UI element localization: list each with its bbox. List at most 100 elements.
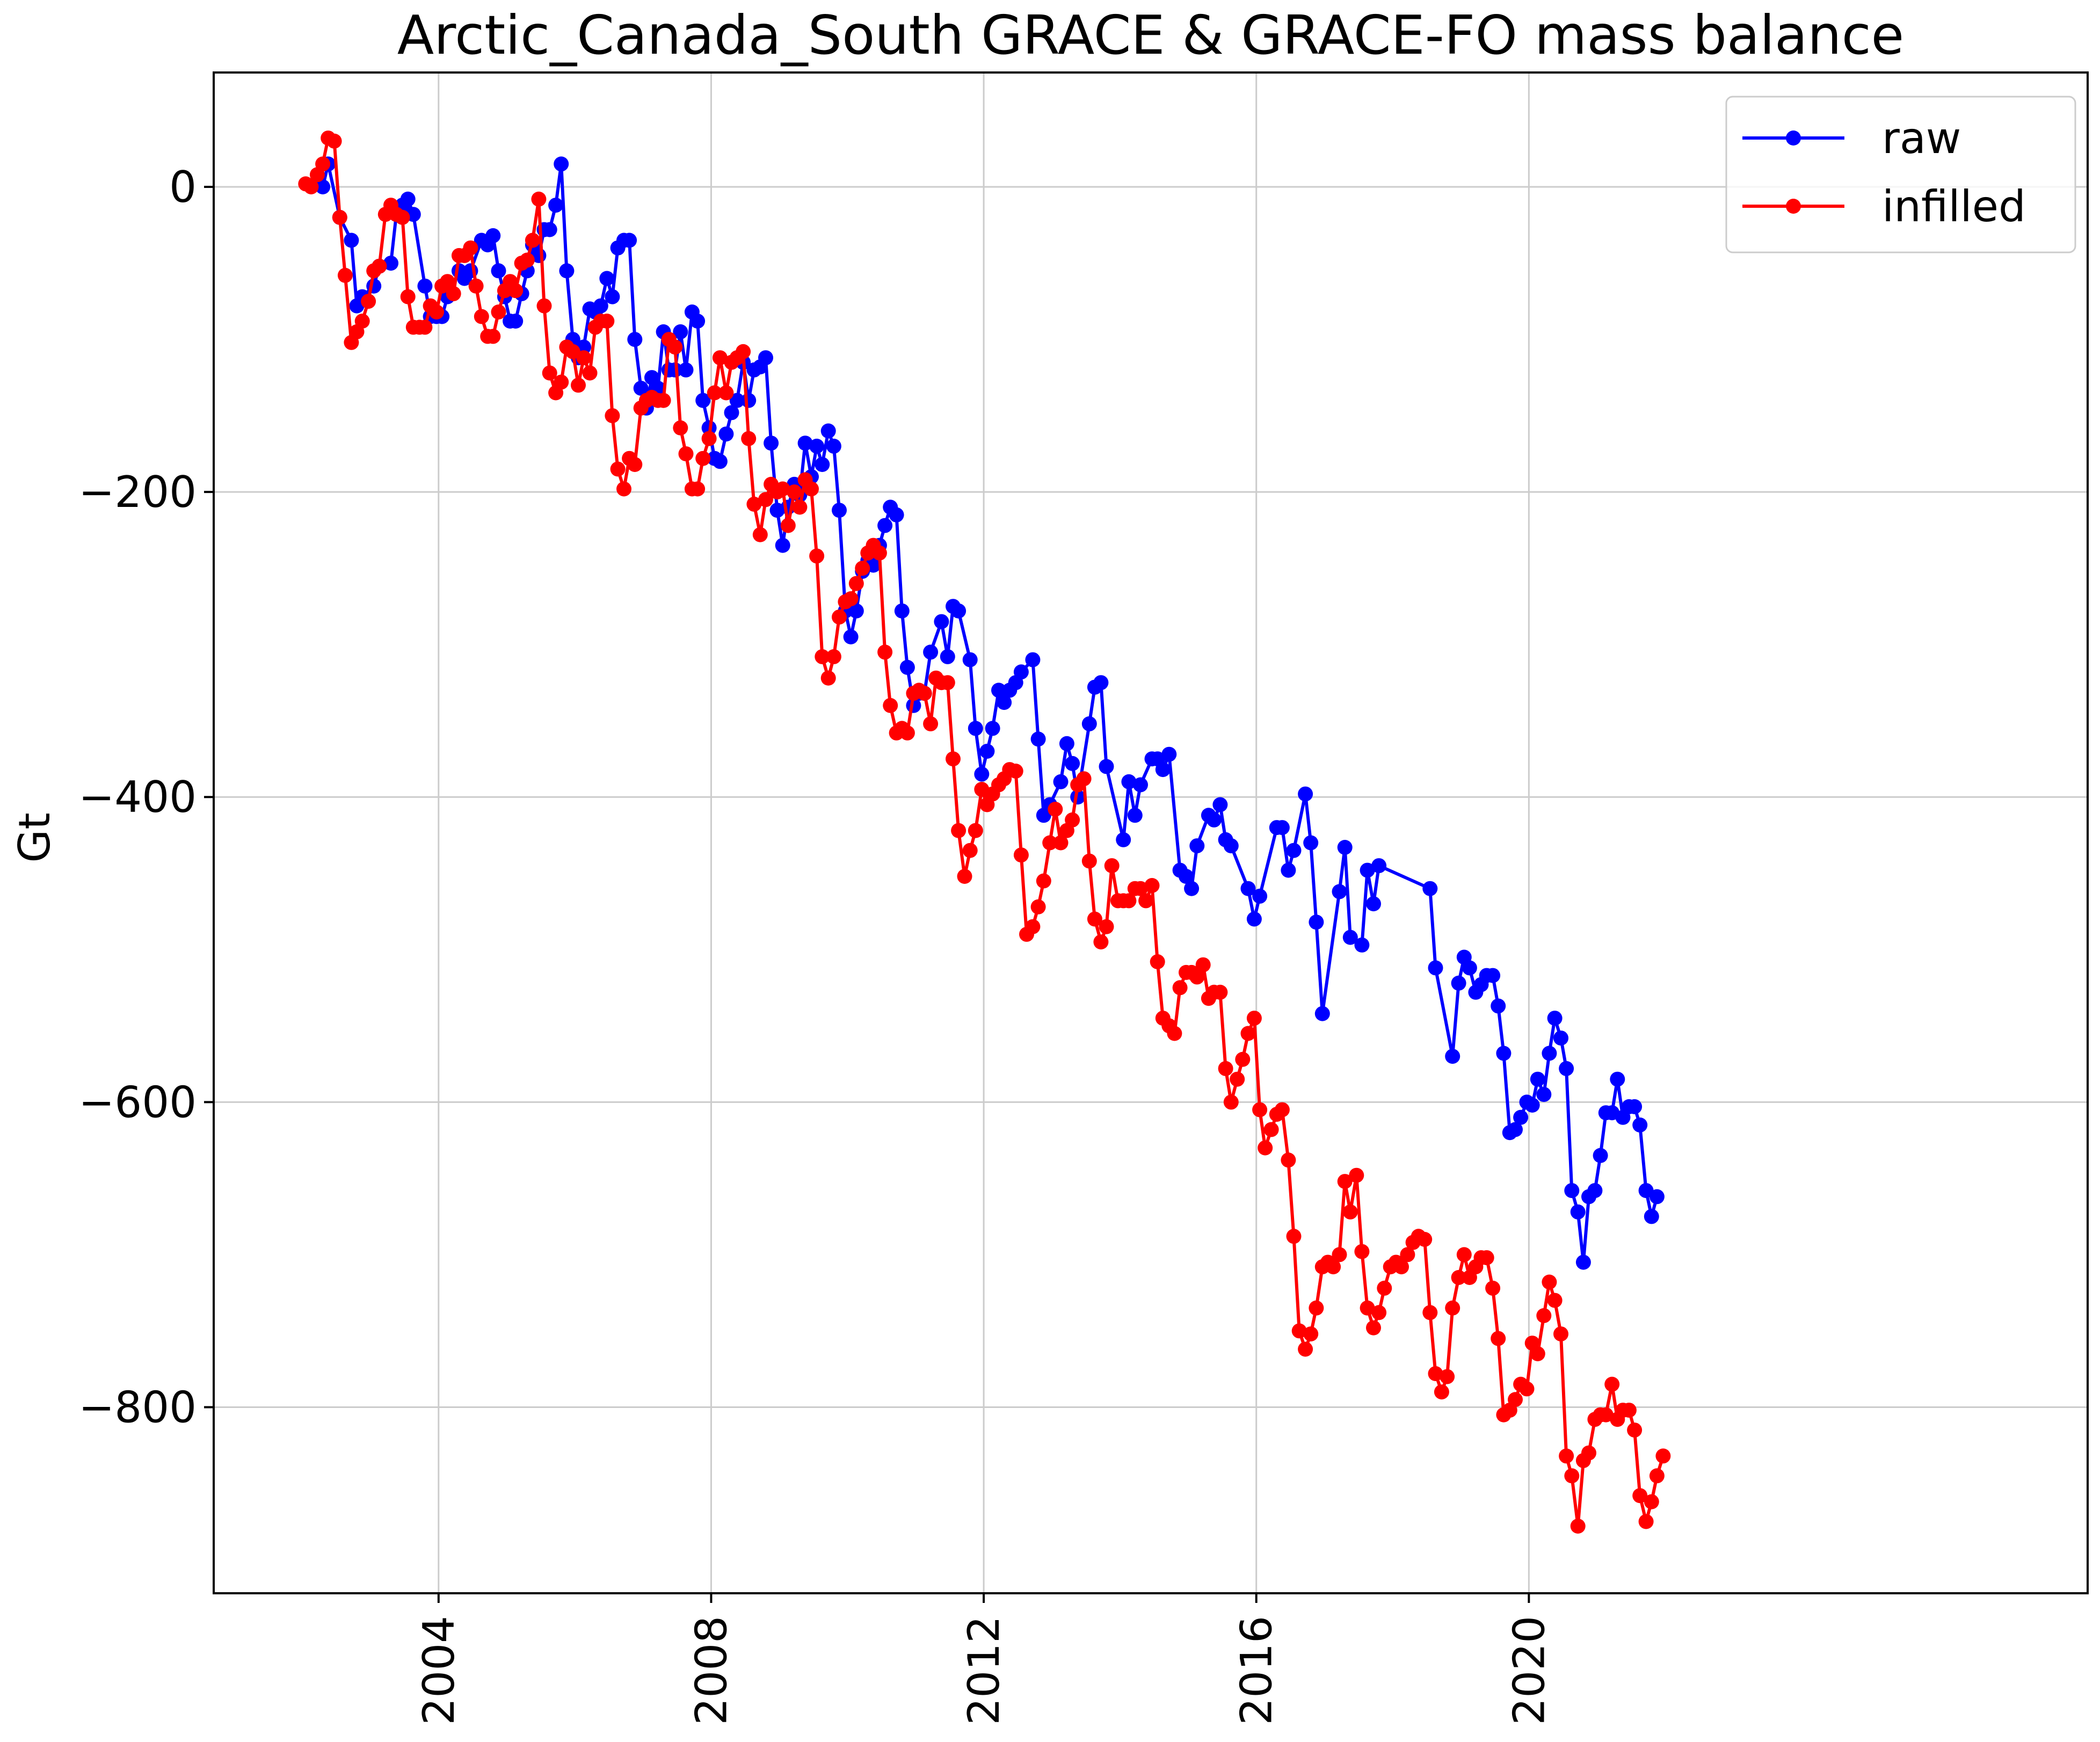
data-point-raw bbox=[889, 507, 904, 522]
data-point-raw bbox=[826, 438, 841, 454]
data-point-raw bbox=[1542, 1046, 1557, 1061]
data-point-raw bbox=[877, 518, 893, 533]
data-point-infilled bbox=[1479, 1250, 1494, 1266]
data-point-infilled bbox=[923, 716, 939, 731]
legend-box bbox=[1725, 96, 2076, 253]
data-point-infilled bbox=[571, 378, 586, 393]
data-point-raw bbox=[894, 603, 910, 619]
data-point-infilled bbox=[576, 350, 592, 366]
data-point-raw bbox=[1184, 881, 1200, 896]
data-point-infilled bbox=[946, 751, 961, 767]
data-point-raw bbox=[1513, 1109, 1529, 1125]
data-point-infilled bbox=[1144, 878, 1160, 893]
data-point-raw bbox=[1342, 930, 1358, 945]
data-point-raw bbox=[1286, 843, 1302, 858]
data-point-infilled bbox=[1434, 1384, 1449, 1400]
data-point-infilled bbox=[372, 258, 387, 274]
data-point-raw bbox=[1496, 1046, 1512, 1061]
data-point-raw bbox=[1025, 652, 1041, 667]
data-point-infilled bbox=[787, 484, 802, 500]
data-point-infilled bbox=[712, 350, 728, 366]
data-point-infilled bbox=[1104, 858, 1120, 874]
data-point-raw bbox=[1240, 881, 1256, 896]
data-point-infilled bbox=[1417, 1232, 1433, 1247]
data-point-raw bbox=[1371, 858, 1387, 874]
data-point-raw bbox=[758, 350, 773, 366]
data-point-raw bbox=[1207, 812, 1222, 828]
data-point-infilled bbox=[1542, 1274, 1557, 1290]
data-point-raw bbox=[383, 256, 398, 271]
data-point-infilled bbox=[1048, 802, 1063, 817]
legend-label-infilled: infilled bbox=[1882, 182, 2026, 231]
data-point-infilled bbox=[1121, 893, 1137, 909]
data-point-raw bbox=[695, 393, 711, 408]
data-point-infilled bbox=[758, 492, 773, 507]
data-point-infilled bbox=[1440, 1369, 1455, 1384]
data-point-infilled bbox=[820, 670, 836, 686]
data-point-raw bbox=[1274, 820, 1290, 836]
data-point-raw bbox=[542, 222, 557, 237]
data-point-infilled bbox=[474, 309, 489, 324]
data-point-raw bbox=[508, 314, 524, 329]
data-point-infilled bbox=[877, 644, 893, 660]
data-point-infilled bbox=[1326, 1259, 1341, 1275]
data-point-raw bbox=[934, 614, 949, 629]
data-point-infilled bbox=[463, 240, 478, 256]
data-point-infilled bbox=[582, 365, 598, 381]
data-point-raw bbox=[979, 744, 995, 759]
data-point-infilled bbox=[1099, 919, 1114, 934]
data-point-infilled bbox=[780, 518, 796, 533]
data-point-infilled bbox=[315, 156, 331, 172]
data-point-raw bbox=[1632, 1117, 1648, 1133]
data-point-infilled bbox=[899, 725, 915, 741]
data-point-raw bbox=[1451, 975, 1466, 991]
data-point-infilled bbox=[1456, 1247, 1472, 1262]
data-point-raw bbox=[1303, 835, 1319, 851]
data-point-raw bbox=[678, 362, 694, 378]
data-point-infilled bbox=[1649, 1468, 1665, 1484]
data-point-raw bbox=[974, 766, 990, 782]
data-point-raw bbox=[400, 191, 416, 207]
data-point-infilled bbox=[1240, 1026, 1256, 1041]
data-point-raw bbox=[1536, 1087, 1552, 1102]
data-point-infilled bbox=[1638, 1514, 1654, 1529]
data-point-raw bbox=[1309, 914, 1324, 930]
data-point-infilled bbox=[1042, 835, 1058, 851]
data-point-infilled bbox=[1274, 1102, 1290, 1117]
data-point-infilled bbox=[1036, 873, 1051, 889]
data-point-raw bbox=[962, 652, 978, 667]
data-point-infilled bbox=[332, 209, 347, 225]
data-point-infilled bbox=[1519, 1381, 1535, 1397]
data-point-raw bbox=[775, 538, 790, 553]
data-point-raw bbox=[1223, 838, 1239, 854]
data-point-infilled bbox=[605, 408, 620, 424]
y-tick-label: 0 bbox=[169, 162, 197, 212]
data-point-raw bbox=[1627, 1099, 1643, 1114]
data-point-infilled bbox=[855, 561, 870, 576]
data-point-raw bbox=[1428, 960, 1443, 976]
data-point-infilled bbox=[1536, 1308, 1552, 1323]
data-point-infilled bbox=[1559, 1448, 1574, 1464]
y-tick-label: −400 bbox=[78, 772, 197, 822]
data-point-infilled bbox=[848, 576, 864, 591]
data-point-infilled bbox=[883, 698, 898, 713]
data-point-infilled bbox=[1337, 1174, 1353, 1189]
data-point-infilled bbox=[1087, 911, 1102, 927]
data-point-infilled bbox=[1644, 1494, 1659, 1509]
plot-frame bbox=[213, 71, 2089, 1594]
data-point-infilled bbox=[1030, 899, 1046, 914]
data-point-raw bbox=[923, 644, 939, 660]
series-infilled bbox=[298, 130, 1671, 1534]
data-point-raw bbox=[1530, 1071, 1545, 1087]
data-point-raw bbox=[1161, 746, 1177, 762]
data-point-infilled bbox=[1428, 1366, 1443, 1381]
data-point-raw bbox=[1246, 911, 1262, 927]
data-point-infilled bbox=[446, 286, 461, 301]
data-point-infilled bbox=[678, 446, 694, 462]
data-point-infilled bbox=[1053, 835, 1069, 851]
data-point-infilled bbox=[736, 344, 751, 359]
data-point-infilled bbox=[542, 365, 557, 381]
data-point-raw bbox=[712, 454, 728, 469]
data-point-infilled bbox=[701, 431, 717, 446]
data-point-raw bbox=[1155, 762, 1171, 778]
